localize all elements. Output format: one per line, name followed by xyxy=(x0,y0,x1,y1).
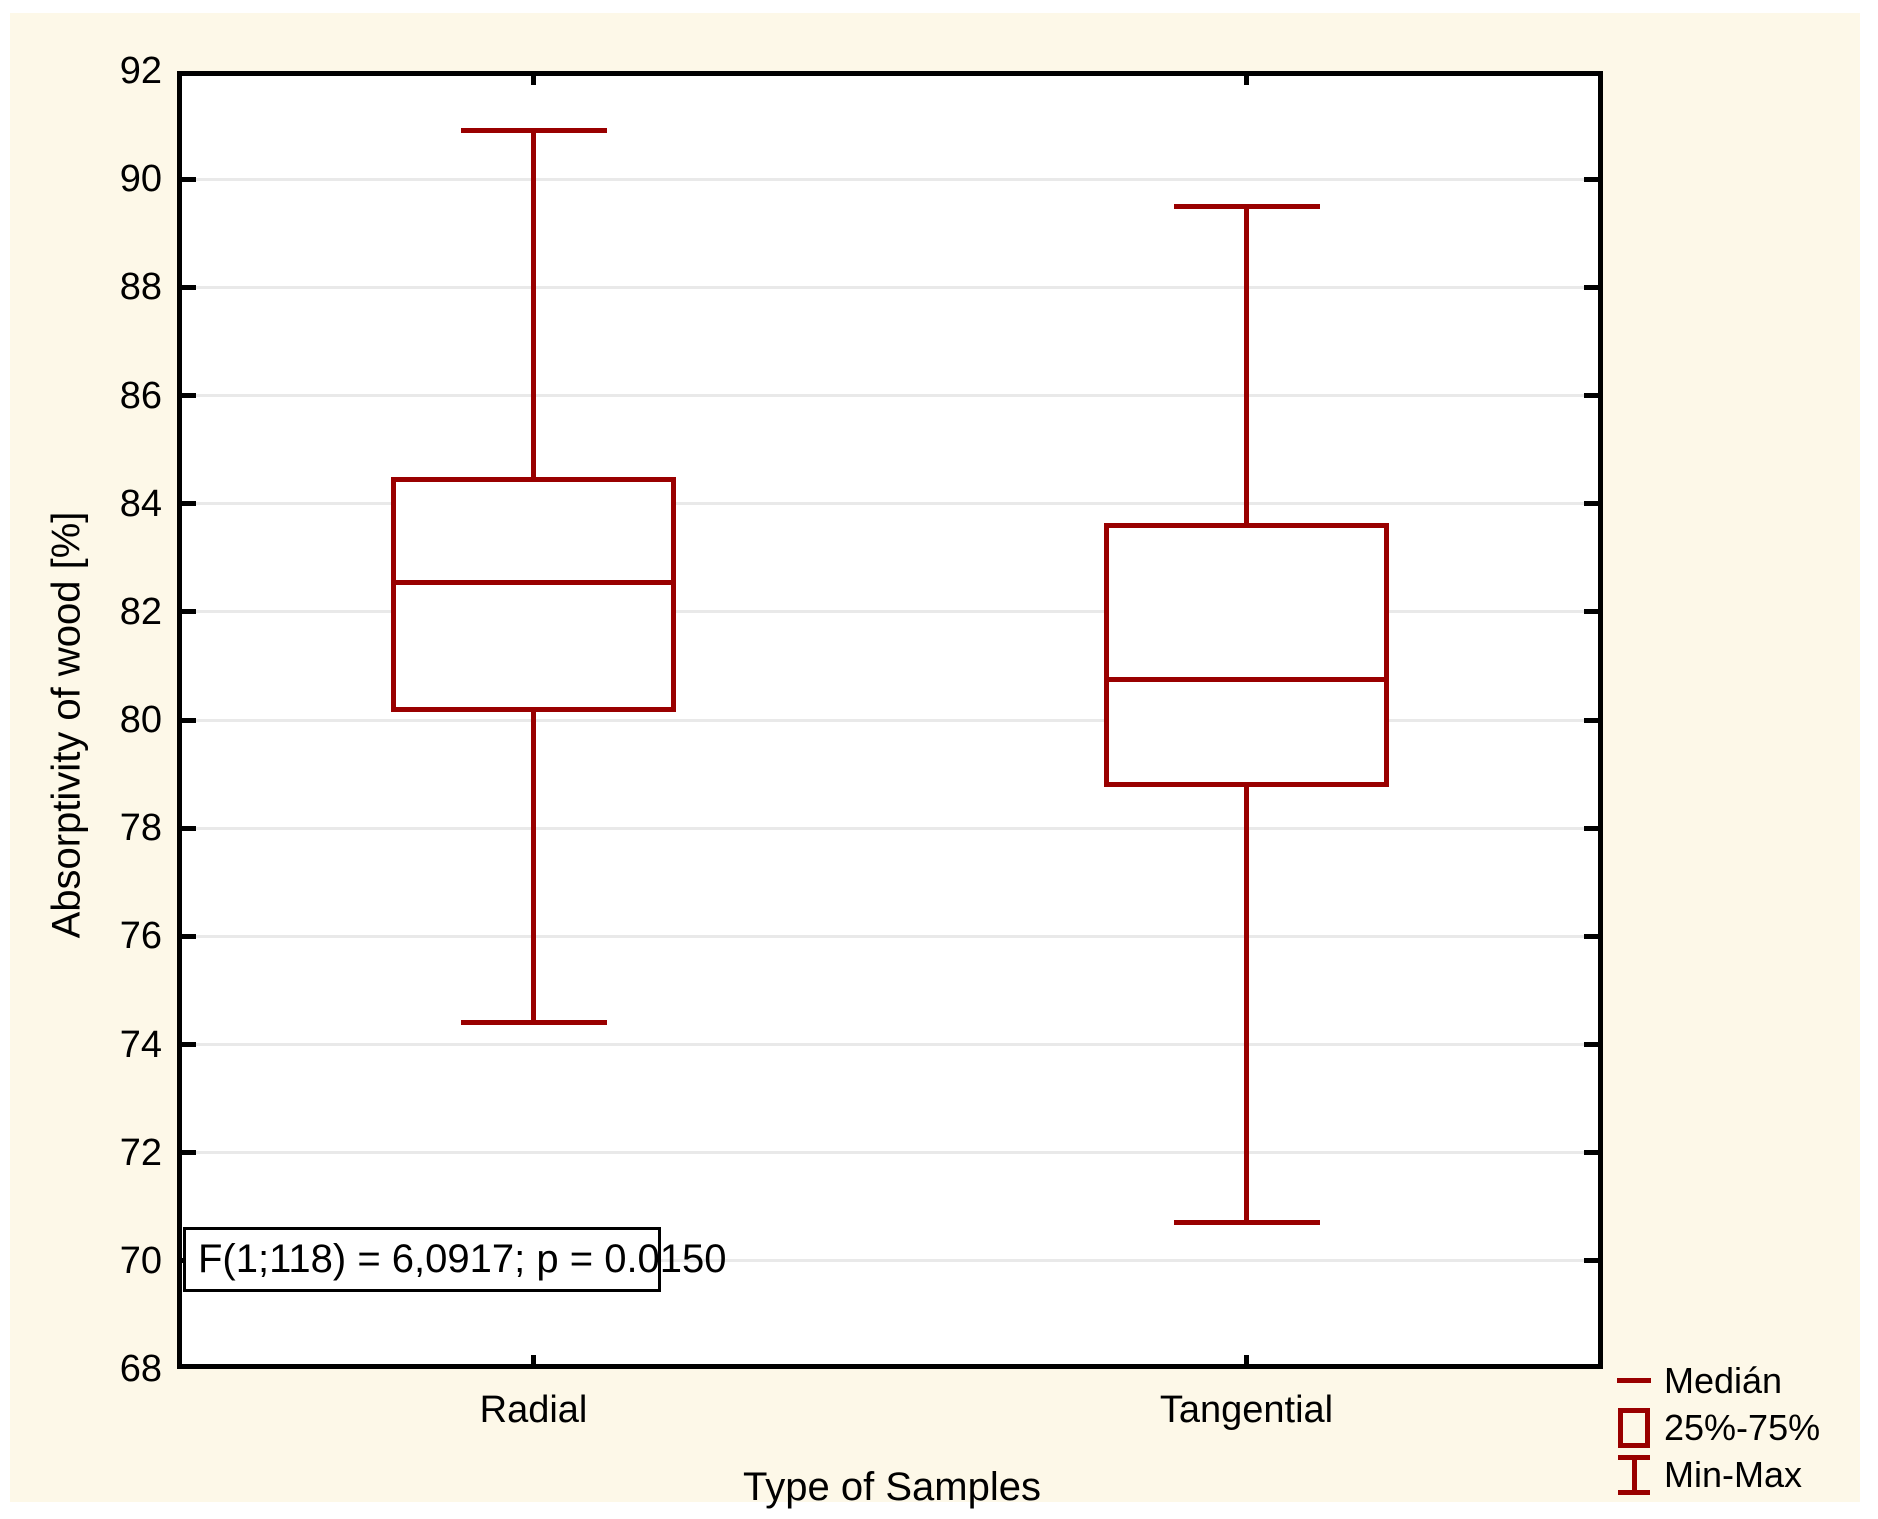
gridline xyxy=(182,718,1598,722)
y-tick-left xyxy=(182,1150,196,1156)
chart-panel: 68 70 72 74 76 78 80 82 84 86 88 90 92 Radial Tangenti… xyxy=(10,13,1860,1509)
y-tick-right xyxy=(1584,501,1598,507)
whisker-upper xyxy=(1244,206,1249,526)
legend-item-median: Medián xyxy=(1616,1357,1820,1404)
y-tick-label: 76 xyxy=(119,915,162,958)
y-tick-right xyxy=(1584,933,1598,939)
whisker-lower xyxy=(531,709,536,1023)
legend-symbol-part xyxy=(1631,1454,1637,1495)
y-tick-right xyxy=(1584,1258,1598,1264)
legend-symbol-part xyxy=(1618,1489,1650,1495)
legend-symbol-part xyxy=(1618,1407,1650,1448)
y-tick-left xyxy=(182,825,196,831)
y-tick-left xyxy=(182,284,196,290)
whisker-cap-max xyxy=(460,127,607,133)
y-tick-label: 68 xyxy=(119,1348,162,1390)
legend-label-iqr: 25%-75% xyxy=(1664,1406,1821,1448)
gridline xyxy=(182,502,1598,506)
gridline xyxy=(182,934,1598,938)
legend-symbol-part xyxy=(1617,1377,1651,1383)
y-tick-right xyxy=(1584,284,1598,290)
y-tick-left xyxy=(182,1042,196,1047)
median-line xyxy=(396,579,671,585)
y-tick-label: 88 xyxy=(119,266,162,309)
y-tick-left xyxy=(182,393,196,398)
legend: Medián 25%-75% Min-Max xyxy=(1616,1357,1820,1498)
legend-label-median: Medián xyxy=(1664,1359,1783,1401)
y-tick-label: 84 xyxy=(119,482,162,525)
whisker-cap-max xyxy=(1173,203,1320,209)
y-tick-label: 72 xyxy=(119,1131,162,1174)
x-category-label: Radial xyxy=(479,1389,588,1431)
anova-annotation-text: F(1;118) = 6,0917; p = 0.0150 xyxy=(198,1237,727,1281)
y-tick-left xyxy=(182,933,196,939)
y-tick-left xyxy=(182,609,196,615)
x-axis-title: Type of Samples xyxy=(743,1465,1041,1509)
y-tick-left xyxy=(182,176,196,182)
whisker-lower xyxy=(1244,784,1249,1223)
x-tick-bottom xyxy=(1244,1355,1249,1364)
y-tick-label: 86 xyxy=(119,374,162,417)
legend-label-minmax: Min-Max xyxy=(1664,1453,1803,1495)
y-tick-right xyxy=(1584,609,1598,615)
x-category-label: Tangential xyxy=(1159,1389,1334,1431)
x-tick-bottom xyxy=(531,1355,536,1364)
y-tick-label: 90 xyxy=(119,158,162,201)
y-tick-right xyxy=(1584,825,1598,831)
y-tick-left xyxy=(182,717,196,723)
x-tick-top xyxy=(1244,76,1249,85)
gridline xyxy=(182,177,1598,181)
y-tick-right xyxy=(1584,717,1598,723)
gridline xyxy=(182,1151,1598,1155)
gridline xyxy=(182,1259,1598,1263)
x-tick-top xyxy=(531,76,536,85)
whisker-upper xyxy=(531,130,536,480)
y-tick-label: 78 xyxy=(119,807,162,850)
gridline xyxy=(182,610,1598,614)
iqr-box xyxy=(1104,522,1389,788)
whisker-cap-min xyxy=(1173,1220,1320,1226)
anova-annotation-box: F(1;118) = 6,0917; p = 0.0150 xyxy=(183,1227,727,1292)
gridline xyxy=(182,285,1598,289)
iqr-box xyxy=(391,476,676,712)
y-tick-label: 74 xyxy=(119,1023,162,1066)
y-tick-label: 70 xyxy=(119,1239,162,1282)
min-max-whisker-icon xyxy=(1616,1452,1652,1498)
gridline xyxy=(182,826,1598,830)
y-tick-left xyxy=(182,501,196,507)
y-tick-label: 82 xyxy=(119,590,162,633)
gridline xyxy=(182,394,1598,397)
gridline xyxy=(182,1043,1598,1046)
y-tick-right xyxy=(1584,393,1598,398)
median-line xyxy=(1109,676,1384,682)
y-tick-label: 80 xyxy=(119,699,162,741)
y-tick-right xyxy=(1584,1150,1598,1156)
y-tick-right xyxy=(1584,176,1598,182)
iqr-box-icon xyxy=(1616,1405,1652,1451)
whisker-cap-min xyxy=(460,1020,607,1026)
y-tick-right xyxy=(1584,1042,1598,1047)
legend-item-iqr: 25%-75% xyxy=(1616,1404,1820,1451)
legend-item-minmax: Min-Max xyxy=(1616,1451,1820,1498)
y-axis-title: Absorptivity of wood [%] xyxy=(44,511,89,939)
median-line-icon xyxy=(1616,1358,1652,1404)
y-tick-label: 92 xyxy=(119,50,162,92)
